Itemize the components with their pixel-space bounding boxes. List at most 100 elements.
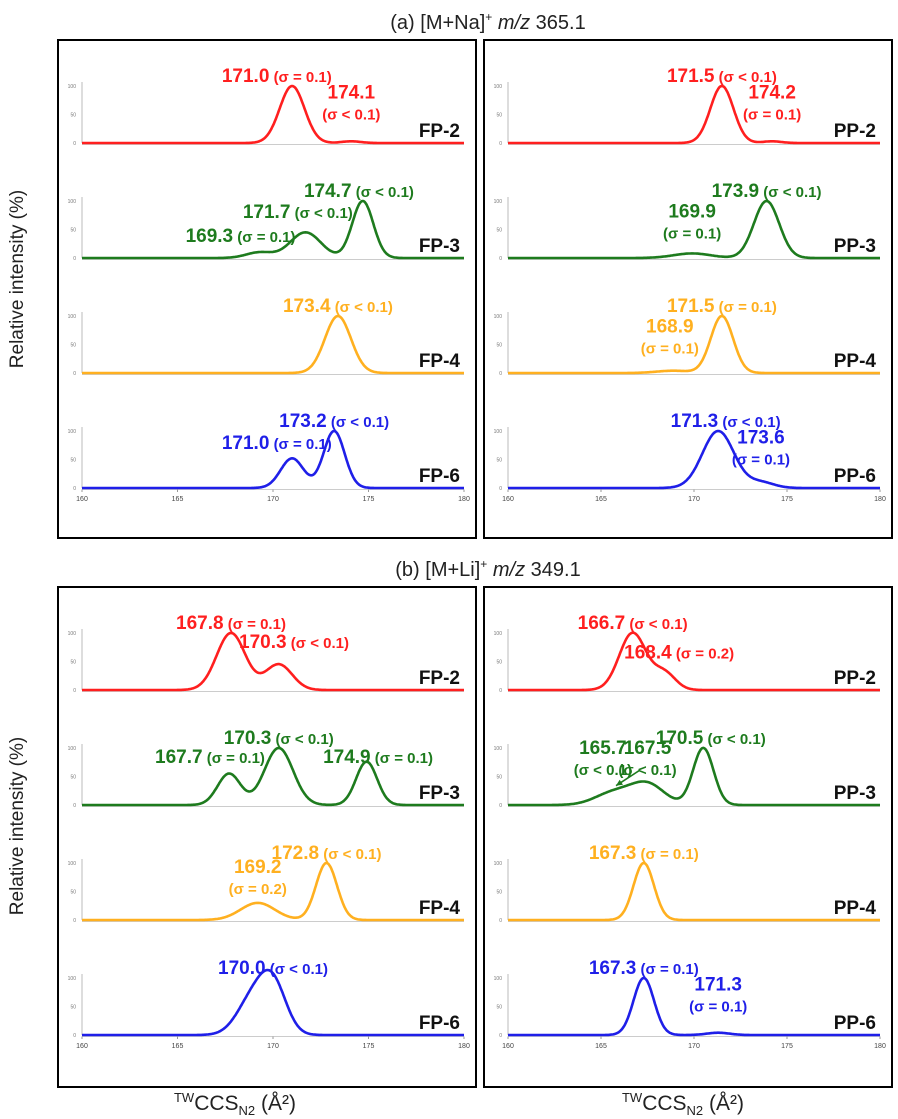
peak-value: 169.2 [234,857,282,878]
peak-annotation: 167.7 (σ = 0.1) [155,747,265,768]
peak-value: 170.0 [218,958,266,979]
peak-value: 169.9 [668,202,716,223]
series-line-FP-2 [81,631,465,692]
y-tick-label: 0 [499,688,502,694]
panel-frame-PP-b [483,586,893,1088]
peak-sigma: (σ = 0.1) [641,961,699,978]
trace-label-FP-2: FP-2 [419,668,460,689]
y-tick-label: 100 [494,314,503,320]
y-tick-label: 50 [70,1005,76,1011]
panel-frame-FP-b [57,586,477,1088]
x-tick-label: 165 [595,496,607,503]
peak-annotation: 171.7 (σ < 0.1) [243,202,353,223]
y-tick-label: 100 [68,976,77,982]
peak-sigma: (σ = 0.1) [228,616,286,633]
series-line-FP-4 [81,861,465,922]
y-tick-label: 0 [499,141,502,147]
peak-annotation: 167.8 (σ = 0.1) [176,613,286,634]
trace-label-FP-6: FP-6 [419,1013,460,1034]
peak-sigma: (σ < 0.1) [270,961,328,978]
peak-value: 167.3 [589,843,637,864]
x-tick-label: 160 [76,496,88,503]
x-tick-label: 175 [781,496,793,503]
peak-value: 173.6 [737,428,785,449]
peak-value: 174.1 [328,83,376,104]
peak-sigma: (σ = 0.1) [689,999,747,1016]
peak-value: 168.4 [624,643,672,664]
peak-sigma: (σ = 0.1) [719,299,777,316]
trace-label-PP-6: PP-6 [834,466,876,487]
y-tick-label: 100 [68,314,77,320]
peak-annotation: 171.0 (σ = 0.1) [222,433,332,454]
peak-annotation: 171.3 (σ < 0.1) [671,411,781,432]
peak-annotation: 172.8 (σ < 0.1) [272,843,382,864]
trace-label-PP-2: PP-2 [834,668,876,689]
peak-sigma: (σ = 0.1) [375,750,433,767]
y-tick-label: 100 [68,84,77,90]
section-b-title: (b) [M+Li]+ m/z 349.1 [395,557,580,581]
peak-value: 167.7 [155,747,203,768]
peak-annotation: 171.0 (σ = 0.1) [222,66,332,87]
y-tick-label: 50 [70,228,76,234]
x-tick-label: 165 [172,496,184,503]
peak-value: 171.0 [222,433,270,454]
peak-sigma: (σ = 0.2) [676,646,734,663]
x-tick-label: 160 [502,496,514,503]
trace-label-FP-2: FP-2 [419,121,460,142]
peak-sigma: (σ = 0.1) [663,226,721,243]
peak-value: 167.8 [176,613,224,634]
peak-annotation: 166.7 (σ < 0.1) [578,613,688,634]
peak-annotation: 170.5 (σ < 0.1) [656,728,766,749]
x-tick-label: 180 [874,496,886,503]
x-tick-label: 165 [172,1043,184,1050]
series-line-PP-3 [507,199,881,260]
peak-value: 168.9 [646,317,694,338]
y-tick-label: 0 [499,486,502,492]
series-line-PP-4 [507,314,881,375]
y-tick-label: 100 [68,199,77,205]
x-tick-label: 180 [458,496,470,503]
x-axis-label-left: TWCCSN2 (Å²) [174,1090,296,1118]
peak-value: 165.7 [579,738,627,759]
peak-sigma: (σ < 0.1) [574,762,632,779]
peak-annotation: 171.5 (σ < 0.1) [667,66,777,87]
trace-label-FP-3: FP-3 [419,783,460,804]
y-tick-label: 0 [499,256,502,262]
section-a-title: (a) [M+Na]+ m/z 365.1 [390,10,585,34]
series-line-PP-6 [507,429,881,490]
y-tick-label: 50 [496,228,502,234]
peak-sigma: (σ = 0.1) [641,846,699,863]
series-line-PP-4 [507,861,881,922]
y-tick-label: 0 [73,803,76,809]
y-tick-label: 50 [496,458,502,464]
trace-label-PP-3: PP-3 [834,783,876,804]
peak-value: 171.3 [671,411,719,432]
y-tick-label: 100 [494,746,503,752]
peak-value: 173.2 [279,411,327,432]
y-tick-label: 50 [496,113,502,119]
y-axis-label-a: Relative intensity (%) [7,190,28,368]
peak-sigma: (σ = 0.1) [743,107,801,124]
peak-sigma: (σ < 0.1) [295,205,353,222]
peak-annotation: 171.5 (σ = 0.1) [667,296,777,317]
peak-value: 171.0 [222,66,270,87]
y-tick-label: 100 [494,429,503,435]
y-tick-label: 100 [494,199,503,205]
series-line-FP-6 [81,968,465,1037]
series-line-PP-2 [507,631,881,692]
x-tick-label: 160 [76,1043,88,1050]
x-tick-label: 165 [595,1043,607,1050]
peak-sigma: (σ = 0.1) [274,436,332,453]
y-tick-label: 50 [70,113,76,119]
peak-annotation: 170.3 (σ < 0.1) [239,632,349,653]
peak-sigma: (σ < 0.1) [322,107,380,124]
peak-sigma: (σ < 0.1) [335,299,393,316]
peak-value: 172.8 [272,843,320,864]
x-tick-label: 170 [267,496,279,503]
y-tick-label: 0 [73,486,76,492]
peak-annotation: 167.3 (σ = 0.1) [589,958,699,979]
trace-label-FP-4: FP-4 [419,898,461,919]
series-line-PP-3 [507,746,881,807]
series-line-FP-3 [81,746,465,807]
